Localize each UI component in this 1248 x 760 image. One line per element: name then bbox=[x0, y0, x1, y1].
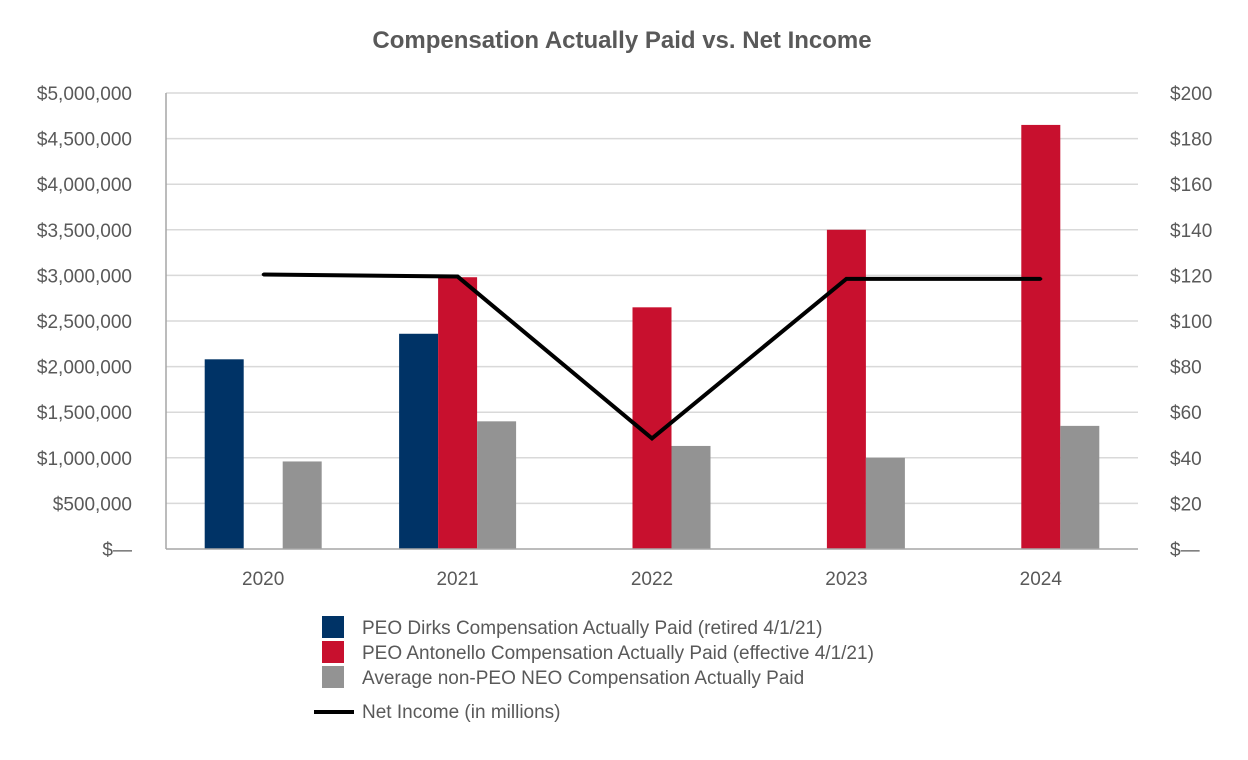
x-tick-label: 2023 bbox=[825, 569, 867, 590]
bar-peo-antonello bbox=[826, 229, 866, 550]
chart-title: Compensation Actually Paid vs. Net Incom… bbox=[372, 27, 871, 54]
y2-tick-label: $120 bbox=[1170, 266, 1212, 287]
x-tick-label: 2022 bbox=[631, 569, 673, 590]
legend-label: Average non-PEO NEO Compensation Actuall… bbox=[362, 668, 804, 689]
bar-peo-dirks bbox=[204, 359, 244, 549]
legend-swatch-non-peo-neo bbox=[322, 666, 344, 688]
y-tick-label: $2,000,000 bbox=[37, 358, 132, 379]
y2-tick-label: $140 bbox=[1170, 221, 1212, 242]
y2-tick-label: $60 bbox=[1170, 403, 1202, 424]
y-tick-label: $3,000,000 bbox=[37, 266, 132, 287]
legend-label: PEO Dirks Compensation Actually Paid (re… bbox=[362, 618, 822, 639]
y2-tick-label: $80 bbox=[1170, 358, 1202, 379]
x-axis-ticks: 2020 2021 2022 2023 2024 bbox=[242, 569, 1062, 590]
legend: PEO Dirks Compensation Actually Paid (re… bbox=[314, 616, 874, 723]
net-income-line-group bbox=[261, 272, 1043, 442]
bar-non-peo-neo bbox=[671, 445, 711, 549]
y-tick-label: $3,500,000 bbox=[37, 221, 132, 242]
legend-label: PEO Antonello Compensation Actually Paid… bbox=[362, 643, 874, 664]
y2-tick-label: $200 bbox=[1170, 84, 1212, 105]
net-income-point bbox=[456, 275, 460, 279]
bar-non-peo-neo bbox=[477, 421, 517, 549]
legend-swatch-peo-antonello bbox=[322, 641, 344, 663]
net-income-point bbox=[261, 272, 265, 276]
y-tick-label: $5,000,000 bbox=[37, 84, 132, 105]
y2-tick-label: $160 bbox=[1170, 175, 1212, 196]
legend-swatch-peo-dirks bbox=[322, 616, 344, 638]
bar-peo-dirks bbox=[399, 333, 439, 549]
net-income-point bbox=[1039, 277, 1043, 281]
y2-tick-label: $180 bbox=[1170, 130, 1212, 151]
y2-tick-label: $40 bbox=[1170, 449, 1202, 470]
y-tick-label: $4,500,000 bbox=[37, 130, 132, 151]
y-tick-label: $— bbox=[102, 540, 132, 561]
net-income-point bbox=[650, 436, 654, 440]
legend-label: Net Income (in millions) bbox=[362, 702, 561, 723]
y-tick-label: $4,000,000 bbox=[37, 175, 132, 196]
y2-tick-label: $100 bbox=[1170, 312, 1212, 333]
bars bbox=[204, 124, 1100, 550]
y2-tick-label: $20 bbox=[1170, 494, 1202, 515]
y-tick-label: $500,000 bbox=[53, 494, 132, 515]
axes bbox=[165, 93, 1138, 550]
bar-peo-antonello bbox=[438, 277, 478, 549]
y-tick-label: $1,000,000 bbox=[37, 449, 132, 470]
y-tick-label: $2,500,000 bbox=[37, 312, 132, 333]
x-tick-label: 2020 bbox=[242, 569, 284, 590]
bar-peo-antonello bbox=[1021, 124, 1061, 550]
bar-non-peo-neo bbox=[865, 457, 905, 549]
y2-tick-label: $— bbox=[1170, 540, 1200, 561]
y-axis-right-ticks: $— $20 $40 $60 $80 $100 $120 $140 $160 $180 $200 bbox=[1170, 84, 1212, 561]
bar-non-peo-neo bbox=[1060, 425, 1100, 549]
net-income-point bbox=[844, 277, 848, 281]
x-tick-label: 2024 bbox=[1020, 569, 1063, 590]
x-tick-label: 2021 bbox=[436, 569, 478, 590]
bar-non-peo-neo bbox=[282, 461, 322, 549]
y-tick-label: $1,500,000 bbox=[37, 403, 132, 424]
y-axis-left-ticks: $— $500,000 $1,000,000 $1,500,000 $2,000,000… bbox=[37, 84, 132, 561]
